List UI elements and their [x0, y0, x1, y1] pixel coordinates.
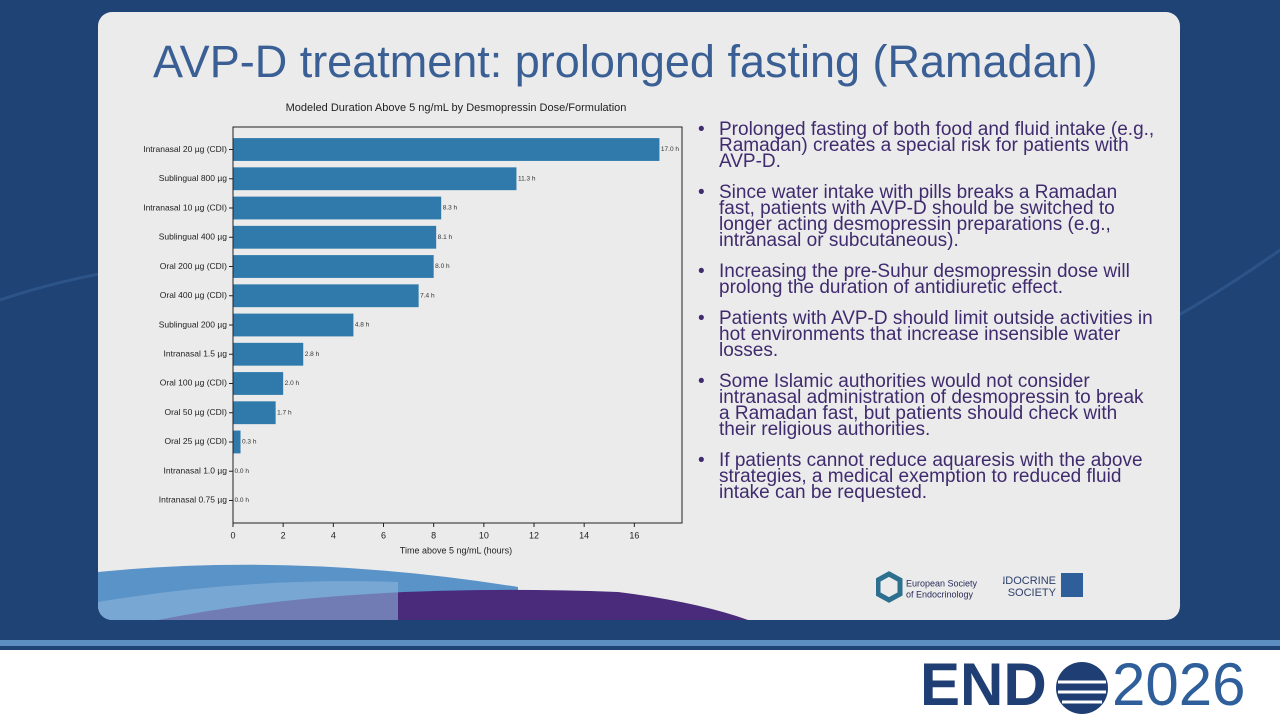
value-label: 8.3 h	[443, 205, 458, 212]
bullet: Prolonged fasting of both food and fluid…	[698, 120, 1158, 171]
bullet: Since water intake with pills breaks a R…	[698, 183, 1158, 250]
es-logo-text: ENDOCRINE	[1003, 575, 1056, 587]
value-label: 8.0 h	[435, 263, 450, 270]
bar	[233, 401, 276, 425]
bar	[233, 196, 442, 220]
value-label: 11.3 h	[518, 175, 536, 182]
x-axis-label: Time above 5 ng/mL (hours)	[400, 545, 512, 555]
y-tick-label: Oral 400 µg (CDI)	[160, 290, 227, 300]
chart: Modeled Duration Above 5 ng/mL by Desmop…	[143, 102, 683, 555]
bar	[233, 138, 660, 161]
bullet: If patients cannot reduce aquaresis with…	[698, 451, 1158, 502]
y-tick-label: Sublingual 800 µg	[159, 173, 228, 183]
value-label: 2.0 h	[285, 380, 300, 387]
ese-icon	[876, 571, 903, 603]
value-label: 7.4 h	[420, 292, 435, 299]
slide-panel: AVP-D treatment: prolonged fasting (Rama…	[98, 12, 1180, 620]
y-tick-label: Intranasal 20 µg (CDI)	[143, 144, 227, 154]
value-label: 0.0 h	[235, 468, 250, 475]
axes-frame	[232, 126, 683, 524]
x-tick-label: 12	[529, 530, 539, 540]
x-tick-label: 14	[579, 530, 589, 540]
bar	[233, 255, 434, 278]
swoosh	[98, 564, 748, 620]
ese-logo: European Society of Endocrinology	[876, 571, 978, 603]
bar	[233, 372, 284, 395]
value-label: 17.0 h	[661, 146, 679, 153]
y-tick-label: Sublingual 200 µg	[159, 319, 228, 329]
x-tick-label: 4	[331, 530, 336, 540]
chart-title: Modeled Duration Above 5 ng/mL by Desmop…	[286, 102, 627, 114]
x-tick-label: 16	[629, 530, 639, 540]
x-tick-label: 2	[281, 530, 286, 540]
bullet-list: Prolonged fasting of both food and fluid…	[698, 120, 1158, 516]
y-tick-label: Oral 50 µg (CDI)	[164, 407, 227, 417]
es-icon	[1061, 573, 1083, 597]
slide-title: AVP-D treatment: prolonged fasting (Rama…	[153, 36, 1098, 87]
es-logo: ENDOCRINE SOCIETY	[1003, 573, 1083, 599]
y-tick-label: Sublingual 400 µg	[159, 232, 228, 242]
x-tick-label: 6	[381, 530, 386, 540]
y-tick-label: Intranasal 1.5 µg	[164, 348, 228, 358]
y-tick-label: Oral 200 µg (CDI)	[160, 261, 227, 271]
bullet: Patients with AVP-D should limit outside…	[698, 309, 1158, 360]
bullet: Increasing the pre-Suhur desmopressin do…	[698, 262, 1158, 297]
value-label: 2.8 h	[305, 351, 320, 358]
value-label: 1.7 h	[277, 409, 292, 416]
es-logo-text: SOCIETY	[1008, 587, 1057, 599]
y-tick-label: Oral 100 µg (CDI)	[160, 378, 227, 388]
bar	[233, 430, 241, 454]
x-tick-label: 8	[431, 530, 436, 540]
bar	[233, 167, 517, 191]
ese-logo-text: of Endocrinology	[906, 589, 974, 599]
value-label: 8.1 h	[438, 234, 453, 241]
ese-logo-text: European Society	[906, 578, 978, 588]
value-label: 4.8 h	[355, 322, 370, 329]
y-tick-label: Intranasal 10 µg (CDI)	[143, 202, 227, 212]
brand-left: END	[920, 651, 1047, 718]
x-tick-label: 0	[230, 530, 235, 540]
brand-globe	[1056, 662, 1108, 714]
brand-right: 2026	[1112, 651, 1246, 718]
value-label: 0.0 h	[235, 497, 250, 504]
y-tick-label: Intranasal 0.75 µg	[159, 495, 227, 505]
y-tick-label: Oral 25 µg (CDI)	[164, 436, 227, 446]
bar	[233, 313, 354, 337]
value-label: 0.3 h	[242, 439, 257, 446]
x-tick-label: 10	[479, 530, 489, 540]
bar	[233, 342, 304, 366]
bullet: Some Islamic authorities would not consi…	[698, 372, 1158, 439]
bar	[233, 225, 437, 249]
y-tick-label: Intranasal 1.0 µg	[164, 465, 228, 475]
bar	[233, 284, 419, 308]
